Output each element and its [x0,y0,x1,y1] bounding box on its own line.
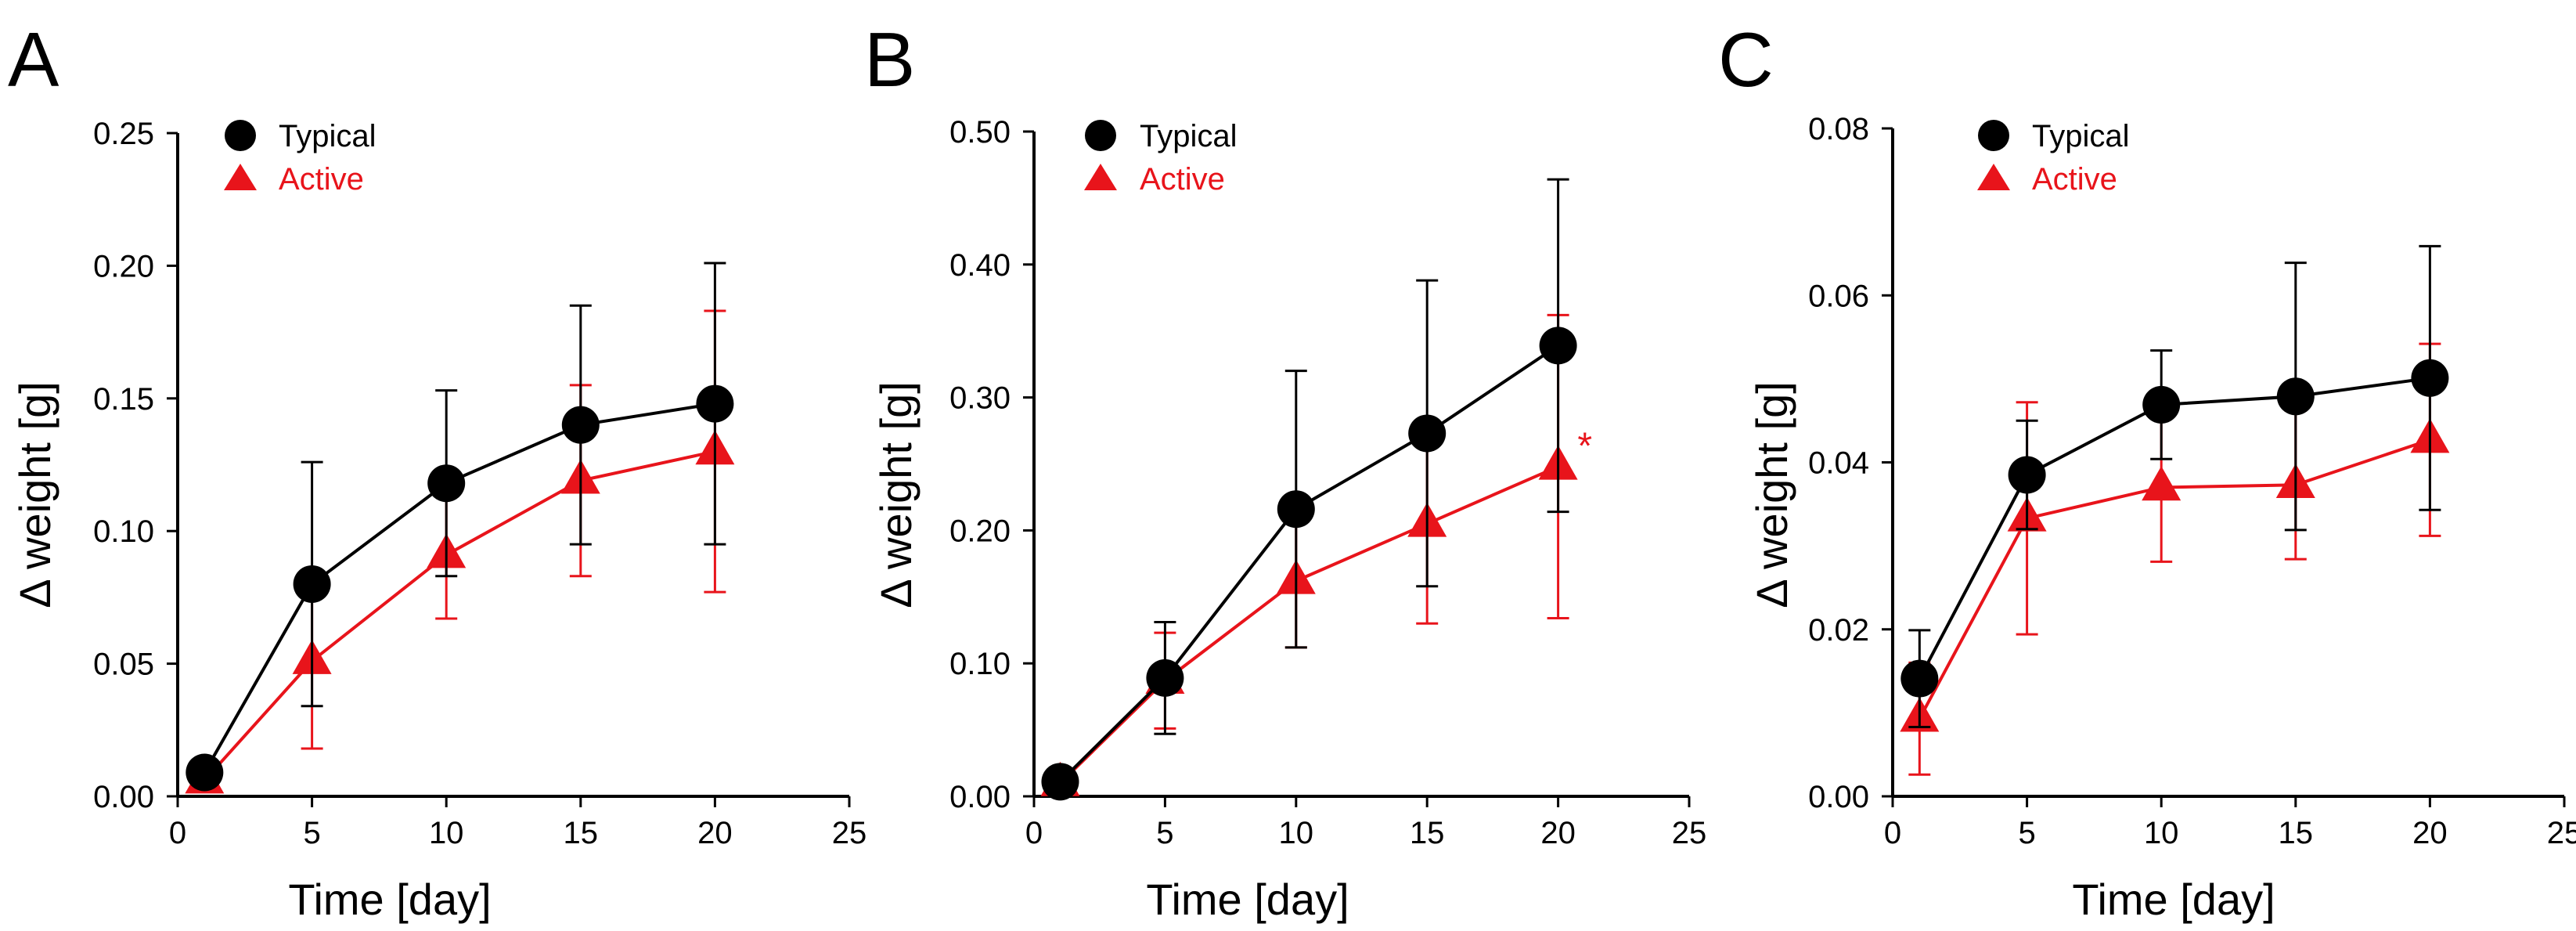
legend-label-typical: Typical [279,119,376,153]
legend: Typical Active [224,119,376,197]
y-tick-label: 0.15 [93,382,154,417]
data-point-typical [2411,359,2449,397]
y-axis-label: Δ weight [g] [1747,381,1796,608]
y-tick-label: 0.02 [1808,613,1869,648]
y-tick-label: 0.08 [1808,112,1869,146]
series-line-typical [1918,376,2430,680]
x-tick-label: 15 [2279,816,2314,850]
x-tick-label: 25 [1672,816,1707,850]
x-tick-label: 25 [2547,816,2576,850]
legend: Typical Active [1084,119,1238,197]
legend-marker-active [224,164,257,190]
data-point-active [2142,466,2181,501]
y-tick-label: 0.20 [949,514,1011,548]
data-point-typical [1041,763,1079,801]
y-tick-label: 0.05 [93,648,154,682]
x-tick-label: 5 [303,816,320,850]
x-tick-label: 15 [564,816,599,850]
panel-a: A Time [day] Δ weight [g] Typical Active… [8,16,866,924]
legend-label-active: Active [1140,162,1225,197]
y-tick-label: 0.20 [93,249,154,283]
data-point-typical [2142,385,2181,424]
panel-label-a: A [8,16,59,103]
x-tick-label: 0 [1884,816,1901,850]
panel-b: B Time [day] Δ weight [g] Typical Active… [864,16,1706,924]
x-tick-label: 5 [1156,816,1173,850]
y-tick-label: 0.00 [93,780,154,814]
x-tick-label: 10 [429,816,464,850]
legend-label-active: Active [2032,162,2117,197]
x-tick-label: 10 [2144,816,2179,850]
y-tick-label: 0.00 [1808,780,1869,814]
data-point-typical [1900,659,1939,698]
y-tick-label: 0.25 [93,117,154,151]
data-point-typical [2008,456,2046,494]
legend-marker-typical [1085,120,1116,151]
y-tick-label: 0.40 [949,248,1011,283]
x-tick-label: 25 [832,816,867,850]
data-point-typical [1146,659,1184,697]
series-line-active [203,449,715,782]
legend-label-active: Active [279,162,364,197]
data-point-typical [561,406,600,444]
significance-annotation: * [1577,426,1592,467]
x-axis-label: Time [day] [1146,875,1349,924]
data-point-typical [186,753,224,792]
x-axis-label: Time [day] [2072,875,2275,924]
y-tick-label: 0.06 [1808,279,1869,313]
x-tick-label: 20 [697,816,733,850]
legend-label-typical: Typical [2032,119,2130,153]
data-point-typical [427,464,466,503]
x-tick-label: 20 [1540,816,1576,850]
x-tick-label: 5 [2018,816,2035,850]
legend-marker-typical [1978,120,2009,151]
x-tick-label: 15 [1410,816,1445,850]
y-tick-label: 0.10 [949,647,1011,681]
x-tick-label: 10 [1279,816,1314,850]
data-point-typical [1539,327,1577,365]
y-tick-label: 0.04 [1808,446,1869,481]
legend-marker-active [1084,164,1117,190]
x-tick-label: 0 [1025,816,1043,850]
panel-c: C Time [day] Δ weight [g] Typical Active… [1718,16,2576,924]
data-point-typical [293,565,331,603]
panel-label-c: C [1718,16,1774,103]
series-line-active [1918,438,2431,720]
y-axis-label: Δ weight [g] [871,381,921,608]
y-tick-label: 0.10 [93,514,154,549]
y-tick-label: 0.30 [949,381,1011,416]
x-tick-label: 0 [169,816,186,850]
data-point-typical [696,384,734,423]
series-line-typical [1059,344,1559,783]
legend-label-typical: Typical [1140,119,1238,153]
data-point-typical [2276,377,2315,416]
legend: Typical Active [1977,119,2130,197]
y-axis-label: Δ weight [g] [10,381,59,608]
panel-label-b: B [864,16,915,103]
legend-marker-active [1977,164,2010,190]
x-axis-label: Time [day] [288,875,491,924]
y-tick-label: 0.50 [949,115,1011,150]
series-line-typical [203,402,715,774]
data-point-typical [1408,414,1447,453]
legend-marker-typical [225,120,256,151]
x-tick-label: 20 [2412,816,2448,850]
y-tick-label: 0.00 [949,780,1011,814]
data-point-typical [1277,490,1315,529]
